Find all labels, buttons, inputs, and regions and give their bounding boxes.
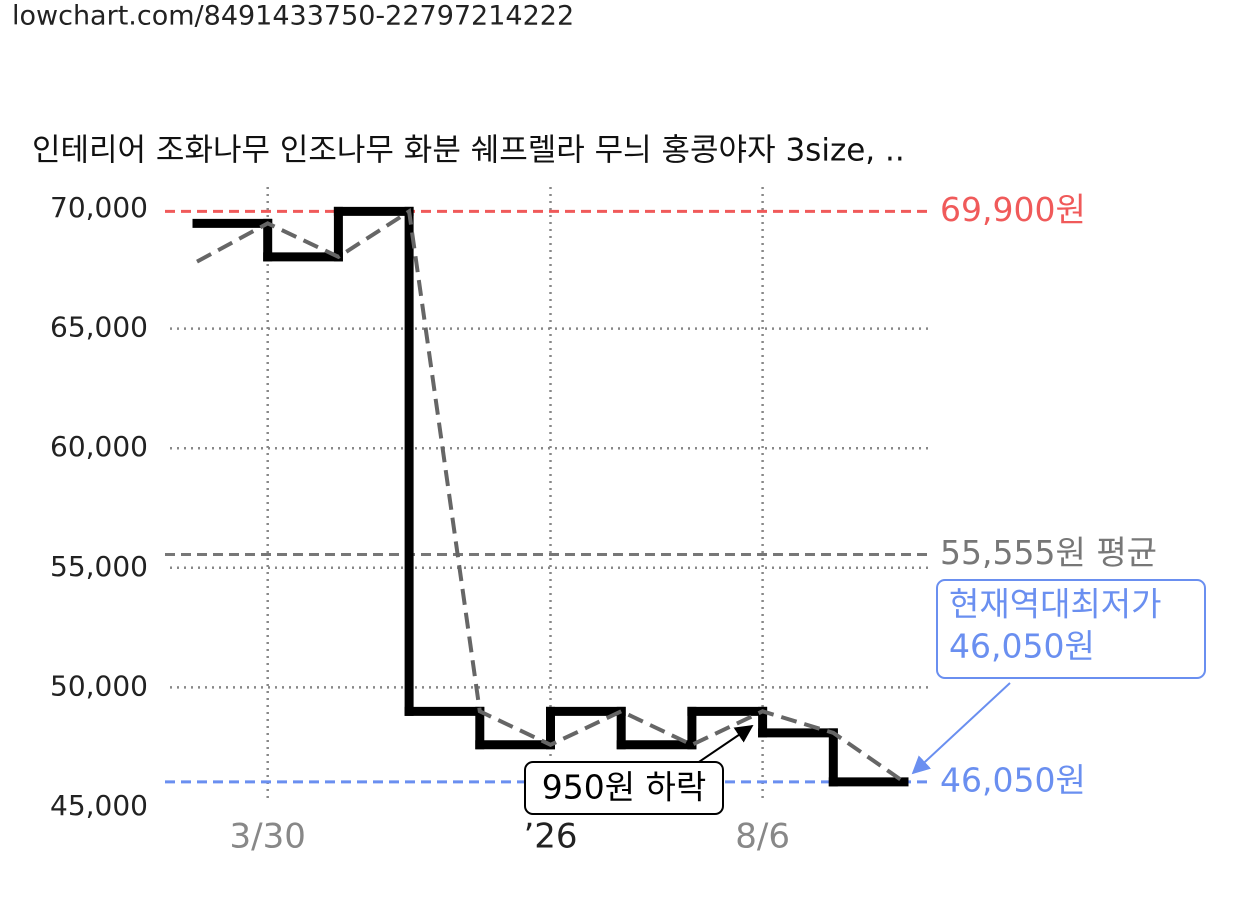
- reference-label: 46,050원: [940, 760, 1086, 799]
- trend-line: [196, 208, 906, 784]
- y-tick-label: 45,000: [50, 789, 148, 822]
- y-tick-label: 70,000: [50, 191, 148, 224]
- y-tick-label: 60,000: [50, 430, 148, 463]
- callout-arrow: [911, 682, 1011, 775]
- y-tick-label: 50,000: [50, 669, 148, 702]
- callout-text: 현재역대최저가: [949, 585, 1162, 624]
- callout-text: 950원 하락: [542, 768, 707, 807]
- x-tick-label: 8/6: [735, 817, 790, 857]
- y-tick-label: 55,000: [50, 550, 148, 583]
- reference-label: 69,900원: [940, 190, 1086, 229]
- x-tick-label: 3/30: [230, 817, 306, 857]
- callout-box: [524, 761, 724, 815]
- url: lowchart.com/8491433750-22797214222: [12, 1, 574, 32]
- callout-text: 46,050원: [949, 627, 1095, 666]
- y-tick-label: 65,000: [50, 311, 148, 344]
- chart-title: 인테리어 조화나무 인조나무 화분 쉐프렐라 무늬 홍콩야자 3size, ..: [32, 133, 905, 169]
- reference-label: 55,555원 평균: [940, 533, 1157, 572]
- x-tick-label: ’26: [523, 817, 577, 857]
- callout-box: [936, 579, 1206, 679]
